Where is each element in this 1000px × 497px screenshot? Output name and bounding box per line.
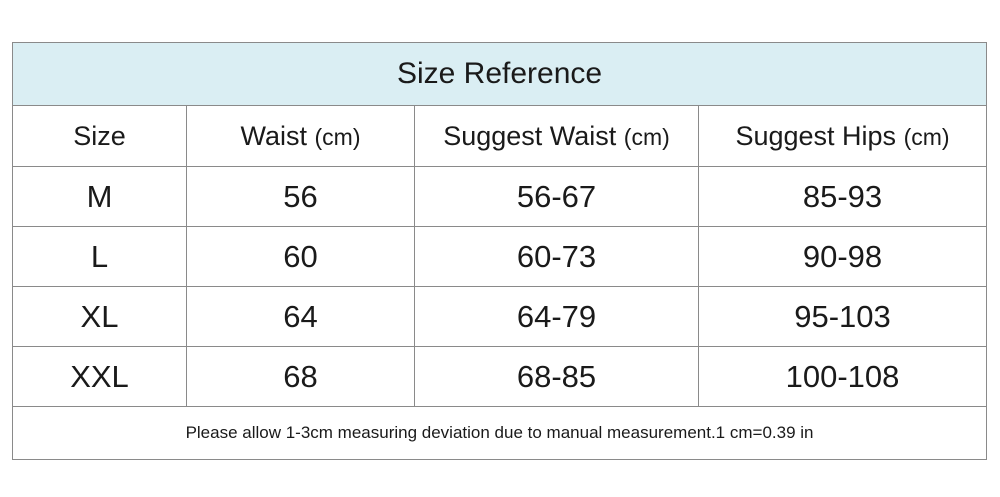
table-row: L 60 60-73 90-98 bbox=[12, 226, 988, 287]
header-row: Size Waist (cm) Suggest Waist (cm) Sugge… bbox=[12, 105, 988, 167]
header-size-label: Size bbox=[73, 120, 126, 151]
size-reference-table: Size Reference Size Waist (cm) Suggest W… bbox=[11, 42, 988, 460]
cell-suggest-waist: 56-67 bbox=[414, 166, 699, 227]
header-suggest-waist: Suggest Waist (cm) bbox=[414, 105, 699, 167]
table-row: M 56 56-67 85-93 bbox=[12, 166, 988, 227]
cell-waist: 68 bbox=[186, 346, 415, 407]
header-size: Size bbox=[12, 105, 187, 167]
table-row: XL 64 64-79 95-103 bbox=[12, 286, 988, 347]
cell-suggest-waist: 68-85 bbox=[414, 346, 699, 407]
cell-size: XL bbox=[12, 286, 187, 347]
cell-suggest-hips: 100-108 bbox=[697, 346, 988, 407]
cell-suggest-hips: 85-93 bbox=[697, 166, 988, 227]
header-suggest-hips-label: Suggest Hips bbox=[735, 120, 897, 151]
header-suggest-hips: Suggest Hips (cm) bbox=[697, 105, 988, 167]
cell-size: XXL bbox=[12, 346, 187, 407]
header-suggest-hips-unit: (cm) bbox=[903, 123, 950, 150]
cell-size: L bbox=[12, 226, 187, 287]
cell-suggest-waist: 64-79 bbox=[414, 286, 699, 347]
table-title: Size Reference bbox=[11, 42, 988, 106]
cell-waist: 56 bbox=[186, 166, 415, 227]
cell-suggest-hips: 90-98 bbox=[697, 226, 988, 287]
header-waist: Waist (cm) bbox=[186, 105, 415, 167]
cell-suggest-waist: 60-73 bbox=[414, 226, 699, 287]
header-waist-label: Waist bbox=[240, 120, 308, 151]
cell-waist: 64 bbox=[186, 286, 415, 347]
header-suggest-waist-label: Suggest Waist bbox=[443, 120, 617, 151]
header-waist-unit: (cm) bbox=[314, 123, 361, 150]
title-row: Size Reference bbox=[11, 42, 988, 106]
table-row: XXL 68 68-85 100-108 bbox=[12, 346, 988, 407]
measurement-note: Please allow 1-3cm measuring deviation d… bbox=[11, 406, 988, 460]
note-row: Please allow 1-3cm measuring deviation d… bbox=[11, 406, 988, 460]
cell-suggest-hips: 95-103 bbox=[697, 286, 988, 347]
cell-size: M bbox=[12, 166, 187, 227]
header-suggest-waist-unit: (cm) bbox=[623, 123, 670, 150]
cell-waist: 60 bbox=[186, 226, 415, 287]
